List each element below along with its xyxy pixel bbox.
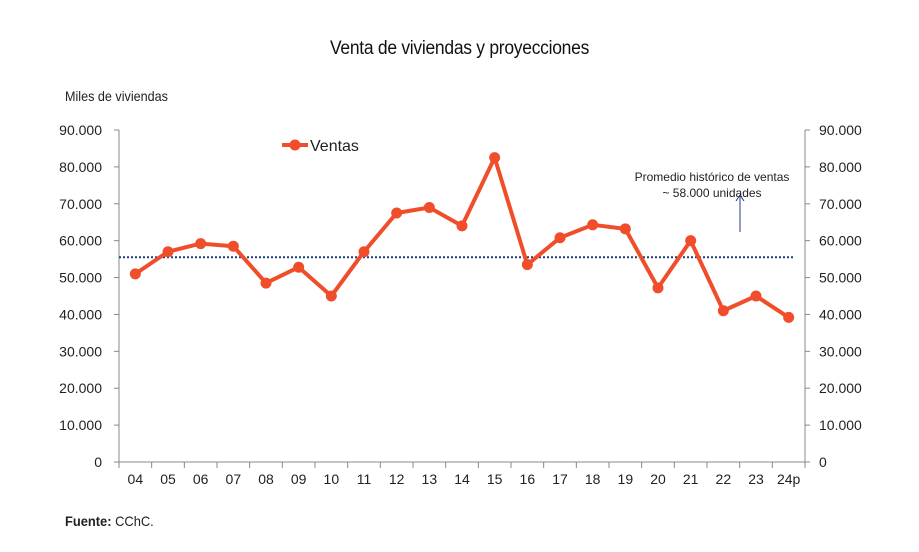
x-tick-label: 14 (454, 471, 470, 487)
legend-marker (289, 139, 301, 151)
right-y-tick-label: 10.000 (819, 417, 862, 433)
ventas-data-point (325, 290, 337, 302)
left-y-tick-label: 60.000 (59, 233, 102, 249)
source-text: CChC. (111, 513, 154, 529)
legend-label: Ventas (310, 138, 359, 155)
ventas-data-point (750, 290, 762, 302)
ventas-data-point (783, 311, 795, 323)
ventas-data-point (489, 152, 501, 164)
left-y-tick-label: 10.000 (59, 417, 102, 433)
x-tick-label: 16 (520, 471, 536, 487)
x-tick-label: 12 (389, 471, 405, 487)
ventas-data-point (587, 219, 599, 231)
ventas-data-point (227, 240, 239, 252)
ventas-data-point (195, 238, 207, 250)
y-axis-label: Miles de viviendas (65, 88, 168, 104)
x-tick-label: 05 (160, 471, 176, 487)
x-tick-label: 13 (422, 471, 438, 487)
annotation-arrow-head (735, 194, 745, 202)
annotation-line-1: Promedio histórico de ventas (635, 170, 790, 184)
left-y-tick-label: 40.000 (59, 306, 102, 322)
right-y-tick-label: 80.000 (819, 159, 862, 175)
x-tick-label: 18 (585, 471, 601, 487)
ventas-data-point (717, 305, 729, 317)
left-y-tick-label: 70.000 (59, 196, 102, 212)
source-note: Fuente: CChC. (65, 513, 154, 529)
right-y-tick-label: 90.000 (819, 122, 862, 138)
ventas-data-point (391, 207, 403, 219)
left-y-tick-label: 50.000 (59, 270, 102, 286)
x-tick-label: 15 (487, 471, 503, 487)
ventas-data-point (423, 201, 435, 213)
x-tick-label: 20 (650, 471, 666, 487)
x-tick-label: 04 (128, 471, 144, 487)
right-y-tick-label: 0 (819, 454, 827, 470)
right-y-tick-label: 20.000 (819, 380, 862, 396)
left-y-tick-label: 30.000 (59, 343, 102, 359)
ventas-data-point (685, 235, 697, 247)
left-y-tick-label: 0 (94, 454, 102, 470)
left-y-tick-label: 20.000 (59, 380, 102, 396)
right-y-tick-label: 50.000 (819, 270, 862, 286)
x-tick-label: 23 (748, 471, 764, 487)
x-tick-label: 07 (226, 471, 242, 487)
x-tick-label: 08 (258, 471, 274, 487)
right-y-tick-label: 30.000 (819, 343, 862, 359)
annotation-line-2: ~ 58.000 unidades (662, 186, 761, 200)
left-y-tick-label: 90.000 (59, 122, 102, 138)
x-tick-label: 11 (357, 471, 372, 487)
x-tick-label: 06 (193, 471, 209, 487)
right-y-tick-label: 70.000 (819, 196, 862, 212)
x-tick-label: 19 (618, 471, 634, 487)
ventas-data-point (456, 220, 468, 232)
ventas-data-point (521, 259, 533, 271)
x-tick-label: 09 (291, 471, 307, 487)
ventas-data-point (162, 246, 174, 258)
ventas-data-point (293, 261, 305, 273)
ventas-data-point (358, 246, 370, 258)
x-tick-label: 17 (552, 471, 568, 487)
x-tick-label: 10 (324, 471, 340, 487)
ventas-data-point (129, 268, 141, 280)
chart-title: Venta de viviendas y proyecciones (329, 38, 590, 59)
ventas-data-point (260, 277, 272, 289)
x-tick-label: 22 (716, 471, 732, 487)
x-tick-label: 24p (777, 471, 801, 487)
x-tick-label: 21 (683, 471, 699, 487)
right-y-tick-label: 40.000 (819, 306, 862, 322)
ventas-data-point (554, 232, 566, 244)
left-y-tick-label: 80.000 (59, 159, 102, 175)
right-y-tick-label: 60.000 (819, 233, 862, 249)
source-label: Fuente: (65, 513, 112, 529)
ventas-data-point (619, 223, 631, 235)
ventas-data-point (652, 282, 664, 294)
